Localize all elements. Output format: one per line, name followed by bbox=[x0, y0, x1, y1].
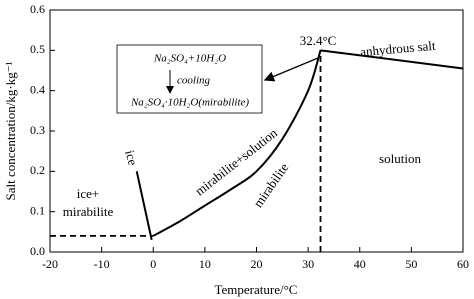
reaction-box bbox=[116, 44, 263, 114]
y-tick-label: 0.1 bbox=[30, 203, 45, 217]
annotation: anhydrous salt bbox=[360, 38, 437, 60]
pointer-arrow bbox=[263, 57, 319, 82]
y-tick-label: 0.4 bbox=[30, 82, 45, 96]
x-tick-label: 30 bbox=[302, 257, 314, 271]
y-tick-label: 0.0 bbox=[30, 244, 45, 258]
x-tick-label: 20 bbox=[251, 257, 263, 271]
annotation: ice bbox=[122, 148, 140, 167]
box-text: Na₂SO₄+10H₂O bbox=[153, 53, 226, 65]
annotation: mirabilite bbox=[250, 160, 291, 210]
y-tick-label: 0.5 bbox=[30, 42, 45, 56]
y-tick-label: 0.6 bbox=[30, 2, 45, 16]
x-tick-label: 0 bbox=[150, 257, 156, 271]
y-tick-label: 0.2 bbox=[30, 163, 45, 177]
x-tick-label: 10 bbox=[199, 257, 211, 271]
annotation: mirabilite bbox=[63, 204, 114, 219]
annotation: solution bbox=[379, 151, 421, 166]
x-tick-label: -20 bbox=[42, 257, 58, 271]
y-axis-label: Salt concentration/kg·kg⁻¹ bbox=[3, 61, 18, 200]
x-tick-label: -10 bbox=[94, 257, 110, 271]
y-tick-label: 0.3 bbox=[30, 123, 45, 137]
x-tick-label: 40 bbox=[354, 257, 366, 271]
box-text: Na₂SO₄·10H₂O(mirabilite) bbox=[130, 97, 249, 109]
annotation: ice+ bbox=[77, 186, 99, 201]
curve bbox=[135, 171, 153, 241]
x-tick-label: 60 bbox=[457, 257, 469, 271]
curve bbox=[152, 50, 322, 237]
box-text: cooling bbox=[177, 75, 210, 87]
annotation: 32.4°C bbox=[300, 33, 337, 48]
x-axis-label: Temperature/°C bbox=[215, 282, 298, 297]
curve bbox=[320, 49, 464, 70]
x-tick-label: 50 bbox=[405, 257, 417, 271]
